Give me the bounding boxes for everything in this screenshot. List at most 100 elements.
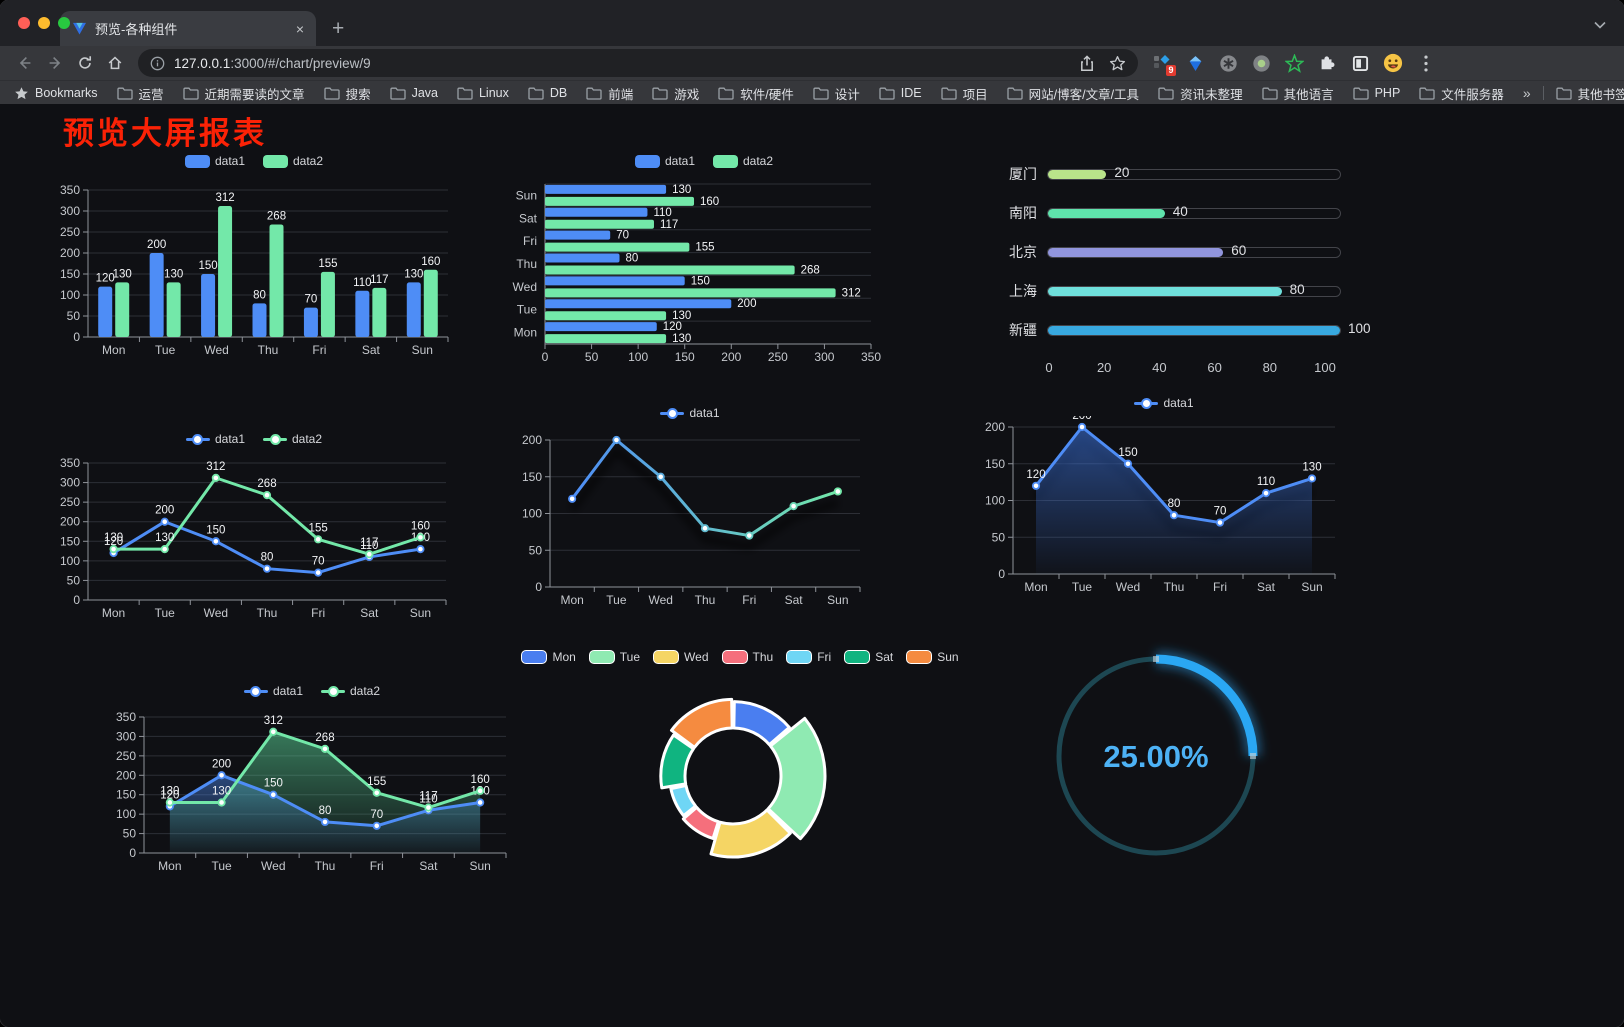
legend-item[interactable]: Sat — [844, 650, 893, 664]
gradient-line-chart: data1 0 50 100 150 200 Mon Tue Wed Thu Fri Sat Sun — [505, 400, 875, 608]
folder-icon — [1555, 87, 1572, 100]
legend-marker — [1134, 397, 1159, 409]
legend-item[interactable]: Tue — [588, 650, 640, 664]
svg-text:155: 155 — [695, 242, 714, 254]
bookmark-folder[interactable]: 项目 — [940, 84, 988, 103]
legend-marker — [521, 650, 548, 664]
svg-text:100: 100 — [522, 507, 542, 521]
green-star-extension-icon[interactable] — [1284, 53, 1304, 73]
close-window-button[interactable] — [18, 17, 30, 29]
legend-marker — [713, 154, 738, 168]
asterisk-circle-extension-icon[interactable] — [1218, 53, 1238, 73]
bookmark-folder[interactable]: 搜索 — [323, 84, 371, 103]
svg-text:312: 312 — [206, 461, 225, 473]
legend-item[interactable]: data1 — [634, 154, 695, 168]
svg-text:312: 312 — [215, 192, 234, 204]
svg-text:130: 130 — [113, 268, 132, 280]
svg-text:150: 150 — [1118, 447, 1137, 459]
legend-item[interactable]: data2 — [263, 432, 322, 446]
proxy-extension-icon[interactable]: 9 — [1152, 53, 1176, 76]
bookmark-folder[interactable]: PHP — [1352, 86, 1400, 100]
folder-icon — [1158, 87, 1174, 100]
svg-text:Tue: Tue — [606, 593, 627, 607]
svg-text:0: 0 — [998, 567, 1005, 581]
kebab-menu-icon[interactable] — [1416, 53, 1436, 73]
legend-item[interactable]: Sun — [906, 650, 959, 664]
legend-item[interactable]: data1 — [1134, 396, 1194, 410]
tab-search-chevron-icon[interactable] — [1594, 16, 1606, 34]
legend-item[interactable]: data2 — [713, 154, 773, 168]
bookmark-folder[interactable]: DB — [528, 86, 567, 100]
back-icon[interactable] — [10, 49, 40, 77]
bookmark-folder[interactable]: 软件/硬件 — [718, 84, 794, 103]
tab-title: 预览-各种组件 — [95, 22, 178, 37]
grouped-bar-chart: data1 data2 0 50 100 150 200 250 300 350 Mon Tue We… — [48, 148, 460, 360]
profile-avatar[interactable] — [1383, 53, 1403, 73]
svg-text:80: 80 — [319, 805, 332, 817]
home-icon[interactable] — [100, 49, 130, 77]
bookmark-folder[interactable]: 游戏 — [652, 84, 699, 103]
legend-item[interactable]: data1 — [185, 432, 245, 446]
svg-text:Sat: Sat — [1257, 580, 1276, 594]
extension-icons: 9 — [1152, 53, 1436, 76]
other-bookmarks-folder[interactable]: 其他书签 — [1555, 84, 1624, 103]
browser-tab[interactable]: 预览-各种组件 × — [60, 11, 316, 46]
svg-text:160: 160 — [700, 196, 719, 208]
legend-marker — [588, 650, 615, 664]
svg-text:200: 200 — [155, 505, 174, 517]
extension-badge: 9 — [1165, 65, 1176, 76]
forward-icon[interactable] — [40, 49, 70, 77]
bookmark-folder[interactable]: 设计 — [813, 84, 860, 103]
minimize-window-button[interactable] — [38, 17, 50, 29]
bookmark-star-icon[interactable] — [1109, 55, 1126, 72]
legend-item[interactable]: Wed — [653, 650, 709, 664]
legend-item[interactable]: Mon — [521, 650, 576, 664]
new-tab-button[interactable]: + — [332, 17, 345, 40]
legend-marker — [263, 433, 287, 445]
green-dot-circle-extension-icon[interactable] — [1251, 53, 1271, 73]
svg-text:100: 100 — [60, 554, 80, 568]
folder-icon — [586, 87, 602, 100]
svg-text:150: 150 — [985, 457, 1005, 471]
legend-item[interactable]: data2 — [263, 154, 323, 168]
bookmark-folder[interactable]: 文件服务器 — [1419, 84, 1504, 103]
svg-text:312: 312 — [264, 715, 283, 727]
extensions-puzzle-icon[interactable] — [1317, 53, 1337, 73]
bookmark-folder[interactable]: 网站/博客/文章/工具 — [1006, 84, 1139, 103]
bookmarks-overflow-chevron[interactable]: » — [1522, 85, 1531, 101]
legend-item[interactable]: data1 — [660, 406, 720, 420]
info-icon[interactable] — [150, 56, 165, 71]
bookmark-folder[interactable]: 运营 — [116, 84, 164, 103]
legend-item[interactable]: Thu — [721, 650, 773, 664]
svg-text:Mon: Mon — [1024, 580, 1047, 594]
svg-text:50: 50 — [67, 573, 81, 587]
address-bar[interactable]: 127.0.0.1:3000/#/chart/preview/9 — [138, 49, 1138, 77]
reload-icon[interactable] — [70, 49, 100, 77]
split-square-extension-icon[interactable] — [1350, 53, 1370, 73]
progress-track — [1047, 207, 1341, 219]
svg-text:70: 70 — [616, 230, 629, 242]
gem-extension-icon[interactable] — [1185, 53, 1205, 73]
bookmark-folder[interactable]: 近期需要读的文章 — [182, 84, 305, 103]
bookmark-folder[interactable]: Java — [389, 86, 438, 100]
legend-item[interactable]: data1 — [184, 154, 245, 168]
tab-close-icon[interactable]: × — [295, 20, 304, 37]
share-icon[interactable] — [1079, 54, 1095, 72]
bookmarks-manager-item[interactable]: Bookmarks — [14, 86, 98, 101]
zoom-window-button[interactable] — [58, 17, 70, 29]
bookmark-folder[interactable]: IDE — [879, 86, 922, 100]
chart-canvas — [631, 674, 935, 878]
svg-text:70: 70 — [305, 294, 318, 306]
svg-text:155: 155 — [318, 258, 337, 270]
folder-icon — [1419, 87, 1435, 100]
legend-item[interactable]: data1 — [243, 684, 303, 698]
bookmark-folder[interactable]: 其他语言 — [1261, 84, 1334, 103]
bookmark-folder[interactable]: Linux — [457, 86, 509, 100]
svg-text:25.00%: 25.00% — [1103, 739, 1208, 774]
donut-chart: Mon Tue Wed Thu Fri Sat Sun — [521, 644, 959, 878]
legend-item[interactable]: Fri — [786, 650, 831, 664]
bookmark-folder[interactable]: 资讯未整理 — [1158, 84, 1243, 103]
progress-track — [1047, 324, 1341, 336]
legend-item[interactable]: data2 — [321, 684, 380, 698]
bookmark-folder[interactable]: 前端 — [586, 84, 633, 103]
